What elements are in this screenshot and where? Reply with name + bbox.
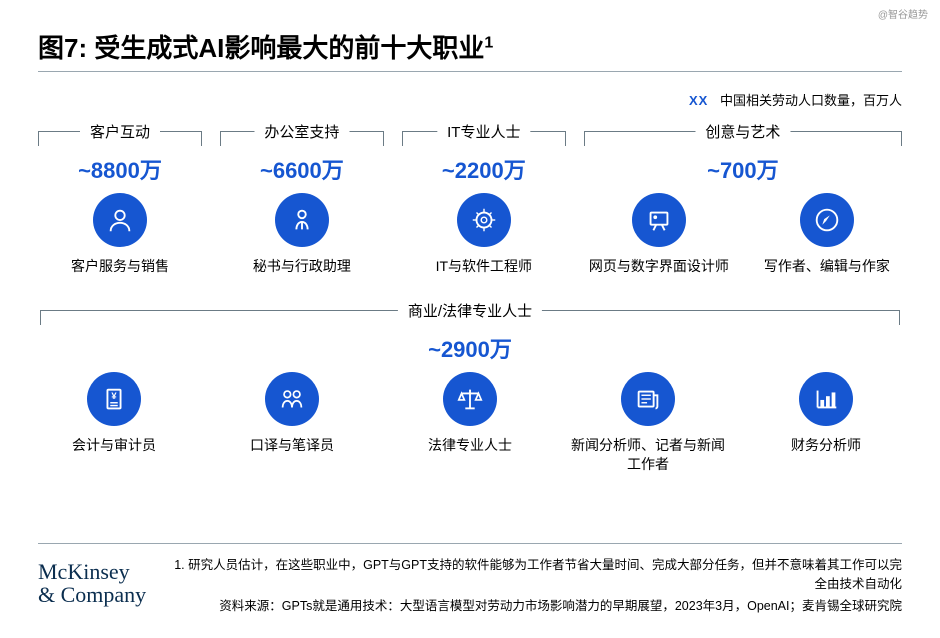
interpret-icon xyxy=(265,372,319,426)
mckinsey-logo: McKinsey & Company xyxy=(38,556,146,606)
bracket: 客户互动 xyxy=(38,123,202,149)
occupation-item: IT与软件工程师 xyxy=(409,193,559,276)
occupation-item: 财务分析师 xyxy=(746,372,906,474)
person-icon xyxy=(93,193,147,247)
pen-icon xyxy=(800,193,854,247)
occupation-item: 秘书与行政助理 xyxy=(227,193,377,276)
row-2: 商业/法律专业人士 ~2900万 ¥ 会计与审计员 口译与笔译员 xyxy=(38,302,902,474)
bracket: 商业/法律专业人士 xyxy=(40,302,900,328)
occupation-label: IT与软件工程师 xyxy=(436,257,532,276)
legend: XX 中国相关劳动人口数量，百万人 xyxy=(38,90,902,109)
bracket: IT专业人士 xyxy=(402,123,566,149)
occupation-label: 新闻分析师、记者与新闻工作者 xyxy=(568,436,728,474)
occupation-item: 新闻分析师、记者与新闻工作者 xyxy=(568,372,728,474)
footnote-text: 1. 研究人员估计，在这些职业中，GPT与GPT支持的软件能够为工作者节省大量时… xyxy=(170,556,902,594)
chip-icon xyxy=(457,193,511,247)
group-value: ~2900万 xyxy=(428,332,512,364)
group-value: ~8800万 xyxy=(78,153,162,185)
occupation-item: 法律专业人士 xyxy=(390,372,550,474)
group-header: 商业/法律专业人士 xyxy=(398,300,542,321)
source-text: 资料来源：GPTs就是通用技术：大型语言模型对劳动力市场影响潜力的早期展望，20… xyxy=(170,597,902,616)
occupation-label: 财务分析师 xyxy=(791,436,861,455)
group-header: 创意与艺术 xyxy=(695,121,790,142)
infographic-body: 客户互动 ~8800万 客户服务与销售 办公室支持 ~6600万 xyxy=(38,123,902,474)
watermark: @智谷趋势 xyxy=(878,6,928,21)
occupation-label: 口译与笔译员 xyxy=(250,436,334,455)
occupation-item: 写作者、编辑与作家 xyxy=(752,193,902,276)
board-icon xyxy=(632,193,686,247)
occupation-item: 客户服务与销售 xyxy=(45,193,195,276)
secretary-icon xyxy=(275,193,329,247)
news-icon xyxy=(621,372,675,426)
bracket: 办公室支持 xyxy=(220,123,384,149)
occupation-label: 法律专业人士 xyxy=(428,436,512,455)
group-office: 办公室支持 ~6600万 秘书与行政助理 xyxy=(220,123,384,276)
title-superscript: 1 xyxy=(484,34,493,51)
legend-marker: XX xyxy=(689,93,708,108)
scale-icon xyxy=(443,372,497,426)
occupation-item: ¥ 会计与审计员 xyxy=(34,372,194,474)
footer-rule xyxy=(38,543,902,544)
group-customer: 客户互动 ~8800万 客户服务与销售 xyxy=(38,123,202,276)
ledger-icon: ¥ xyxy=(87,372,141,426)
group-header: IT专业人士 xyxy=(437,121,530,142)
bracket: 创意与艺术 xyxy=(584,123,902,149)
occupation-label: 秘书与行政助理 xyxy=(253,257,351,276)
occupation-item: 网页与数字界面设计师 xyxy=(584,193,734,276)
occupation-item: 口译与笔译员 xyxy=(212,372,372,474)
group-value: ~6600万 xyxy=(260,153,344,185)
group-creative: 创意与艺术 ~700万 网页与数字界面设计师 写作者、编辑与作家 xyxy=(584,123,902,276)
group-it: IT专业人士 ~2200万 IT与软件工程师 xyxy=(402,123,566,276)
legend-text: 中国相关劳动人口数量，百万人 xyxy=(720,93,902,108)
group-value: ~700万 xyxy=(707,153,779,185)
group-business-legal: 商业/法律专业人士 ~2900万 ¥ 会计与审计员 口译与笔译员 xyxy=(40,302,900,474)
logo-line-2: & Company xyxy=(38,582,146,607)
footer-notes: 1. 研究人员估计，在这些职业中，GPT与GPT支持的软件能够为工作者节省大量时… xyxy=(170,556,902,620)
footer: McKinsey & Company 1. 研究人员估计，在这些职业中，GPT与… xyxy=(38,543,902,620)
occupation-label: 会计与审计员 xyxy=(72,436,156,455)
row-1: 客户互动 ~8800万 客户服务与销售 办公室支持 ~6600万 xyxy=(38,123,902,276)
title-rule xyxy=(38,71,902,72)
figure-title: 图7: 受生成式AI影响最大的前十大职业1 xyxy=(38,28,902,65)
occupation-label: 网页与数字界面设计师 xyxy=(589,257,729,276)
group-header: 办公室支持 xyxy=(254,121,349,142)
title-text: 图7: 受生成式AI影响最大的前十大职业 xyxy=(38,33,484,63)
svg-text:¥: ¥ xyxy=(111,391,117,401)
group-header: 客户互动 xyxy=(80,121,160,142)
occupation-label: 客户服务与销售 xyxy=(71,257,169,276)
logo-line-1: McKinsey xyxy=(38,559,130,584)
chart-icon xyxy=(799,372,853,426)
occupation-label: 写作者、编辑与作家 xyxy=(764,257,890,276)
group-value: ~2200万 xyxy=(442,153,526,185)
